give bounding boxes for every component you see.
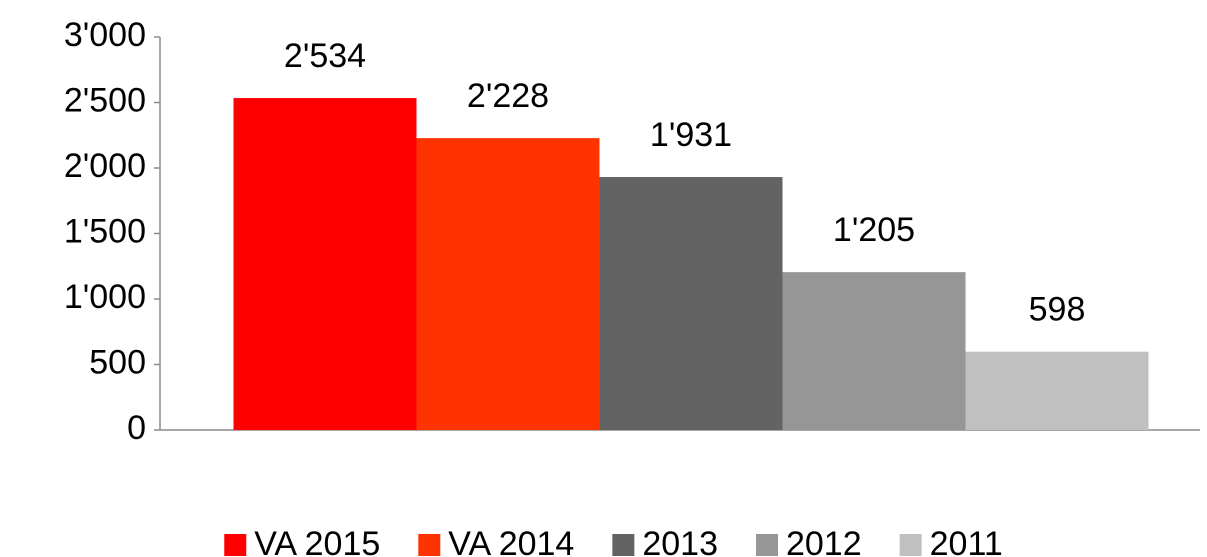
bar [416,138,600,430]
legend-swatch [418,534,441,556]
legend-label: 2012 [786,525,862,557]
y-tick-label: 2'000 [64,147,146,185]
value-label: 1'205 [833,211,915,249]
legend-label: VA 2014 [448,525,574,557]
legend-label: VA 2015 [254,525,380,557]
bar [965,351,1149,430]
legend-swatch [755,534,778,556]
bar [782,272,966,430]
legend-swatch [224,534,247,556]
y-tick-label: 1'500 [64,212,146,250]
y-tick-label: 2'500 [64,81,146,119]
legend-label: 2013 [642,525,718,557]
bar [233,98,417,431]
legend-swatch [612,534,635,556]
value-label: 1'931 [650,116,732,154]
y-tick-label: 3'000 [64,16,146,54]
y-tick-label: 500 [89,343,146,381]
value-label: 598 [1029,291,1086,329]
bar [599,177,783,430]
value-label: 2'228 [467,77,549,115]
legend-label: 2011 [930,525,1003,557]
legend-swatch [899,534,922,556]
y-tick-label: 1'000 [64,278,146,316]
value-label: 2'534 [284,37,366,75]
y-tick-label: 0 [127,409,146,447]
